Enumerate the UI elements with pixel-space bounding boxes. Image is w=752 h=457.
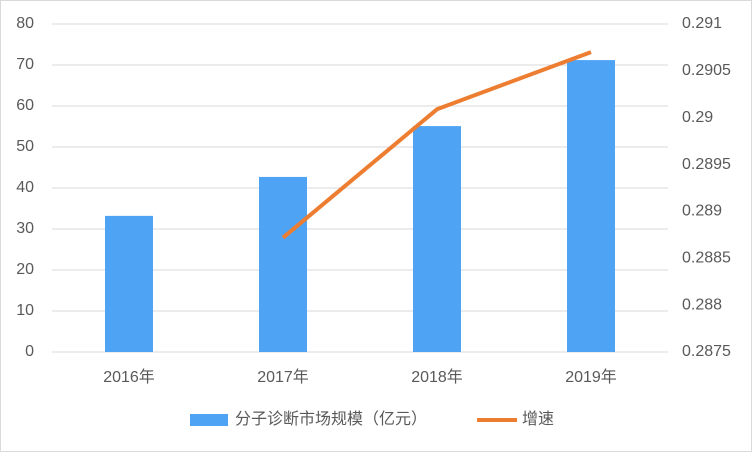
legend-label: 增速 — [522, 410, 554, 428]
y2-tick-label: 0.29 — [682, 109, 713, 126]
y-tick-label: 20 — [16, 261, 34, 278]
y-tick-label: 70 — [16, 56, 34, 73]
bar — [567, 60, 615, 353]
bar — [259, 176, 307, 352]
line — [281, 50, 592, 240]
y-tick-label: 30 — [16, 220, 34, 237]
bar — [413, 126, 461, 352]
y-tick-label: 10 — [16, 302, 34, 319]
y-tick-label: 50 — [16, 138, 34, 155]
legend-swatch — [190, 414, 228, 426]
y2-tick-label: 0.2905 — [682, 62, 731, 79]
y2-tick-label: 0.291 — [682, 15, 722, 32]
legend-label: 分子诊断市场规模（亿元） — [235, 410, 427, 428]
bar — [105, 215, 153, 352]
x-tick-label: 2017年 — [257, 368, 309, 386]
y2-tick-label: 0.2895 — [682, 156, 731, 173]
y2-tick-label: 0.2885 — [682, 250, 731, 267]
x-tick-label: 2016年 — [103, 368, 155, 386]
y2-tick-label: 0.289 — [682, 203, 722, 220]
y-tick-label: 40 — [16, 179, 34, 196]
y-tick-label: 80 — [16, 15, 34, 32]
y2-tick-label: 0.288 — [682, 296, 722, 313]
y2-tick-label: 0.2875 — [682, 343, 731, 360]
y-tick-label: 60 — [16, 97, 34, 114]
x-tick-label: 2019年 — [565, 368, 617, 386]
x-tick-label: 2018年 — [411, 368, 463, 386]
y-tick-label: 0 — [25, 343, 34, 360]
